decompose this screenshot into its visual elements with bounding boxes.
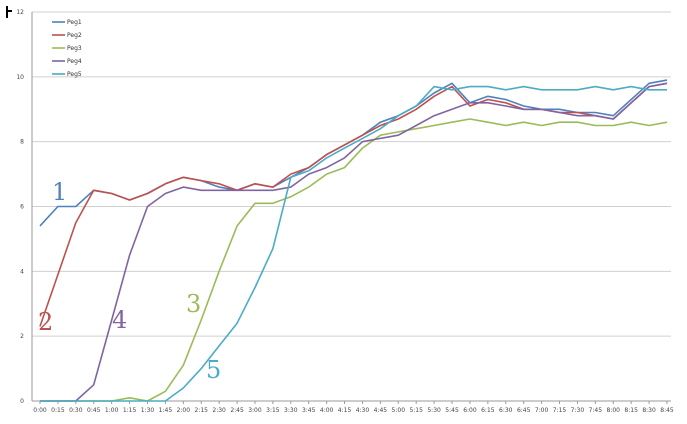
x-tick-label: 4:00 (320, 407, 334, 414)
x-tick-label: 1:15 (123, 407, 137, 414)
x-tick-label: 1:00 (105, 407, 119, 414)
series-number-label-3: 3 (186, 290, 201, 318)
x-tick-label: 4:45 (374, 407, 388, 414)
x-tick-label: 0:30 (69, 407, 83, 414)
x-tick-label: 6:15 (481, 407, 495, 414)
legend: Peg1 Peg2 Peg3 Peg4 Peg5 (52, 19, 82, 78)
y-tick-label: 8 (20, 139, 24, 146)
corner-mark-bar (6, 10, 12, 12)
x-tick-label: 4:15 (338, 407, 352, 414)
series-line-5 (40, 85, 667, 402)
x-tick-label: 6:45 (517, 407, 531, 414)
x-tick-label: 0:00 (33, 407, 47, 414)
y-tick-label: 4 (20, 268, 24, 275)
x-tick-label: 5:45 (445, 407, 459, 414)
x-tick-label: 0:15 (51, 407, 65, 414)
legend-label-3: Peg3 (67, 45, 82, 52)
x-tick-label: 2:15 (194, 407, 208, 414)
series-labels: 1 2 3 4 5 (38, 178, 221, 384)
y-tick-labels: 0 2 4 6 8 10 12 (16, 9, 24, 405)
series-number-label-4: 4 (112, 306, 127, 334)
x-tick-label: 2:45 (230, 407, 244, 414)
x-tick-label: 8:30 (642, 407, 656, 414)
series-number-label-2: 2 (38, 308, 53, 336)
y-tick-label: 10 (16, 74, 24, 81)
legend-label-5: Peg5 (67, 71, 82, 78)
legend-label-2: Peg2 (67, 32, 82, 39)
y-tick-label: 2 (20, 333, 24, 340)
legend-label-1: Peg1 (67, 19, 82, 26)
x-tick-label: 7:00 (535, 407, 549, 414)
x-tick-label: 6:00 (463, 407, 477, 414)
x-tick-label: 5:00 (392, 407, 406, 414)
x-tick-label: 6:30 (499, 407, 513, 414)
x-tick-label: 3:45 (302, 407, 316, 414)
x-tick-label: 2:00 (177, 407, 191, 414)
series-number-label-1: 1 (52, 178, 67, 206)
x-tick-label: 7:15 (553, 407, 567, 414)
x-tick-label: 1:45 (159, 407, 173, 414)
x-tick-label: 2:30 (212, 407, 226, 414)
x-tick-label: 1:30 (141, 407, 155, 414)
x-tick-label: 4:30 (356, 407, 370, 414)
x-tick-label: 8:45 (660, 407, 674, 414)
x-tick-label: 3:30 (284, 407, 298, 414)
y-tick-label: 6 (20, 204, 24, 211)
x-tick-label: 7:45 (589, 407, 603, 414)
series-lines (39, 79, 668, 402)
x-tick-label: 5:15 (409, 407, 423, 414)
y-tick-label: 0 (20, 398, 24, 405)
x-tick-label: 3:15 (266, 407, 280, 414)
y-tick-label: 12 (16, 9, 24, 16)
x-tick-label: 5:30 (427, 407, 441, 414)
x-tick-label: 3:00 (248, 407, 262, 414)
x-tick-label: 8:00 (607, 407, 621, 414)
x-tick-label: 7:30 (571, 407, 585, 414)
x-tick-label: 8:15 (624, 407, 638, 414)
x-tick-labels: 0:00 0:15 0:30 0:45 1:00 1:15 1:30 1:45 2:00 2:15… (33, 407, 674, 414)
series-line-4 (40, 82, 668, 402)
series-number-label-5: 5 (206, 356, 221, 384)
x-tick-label: 0:45 (87, 407, 101, 414)
legend-label-4: Peg4 (67, 58, 82, 65)
